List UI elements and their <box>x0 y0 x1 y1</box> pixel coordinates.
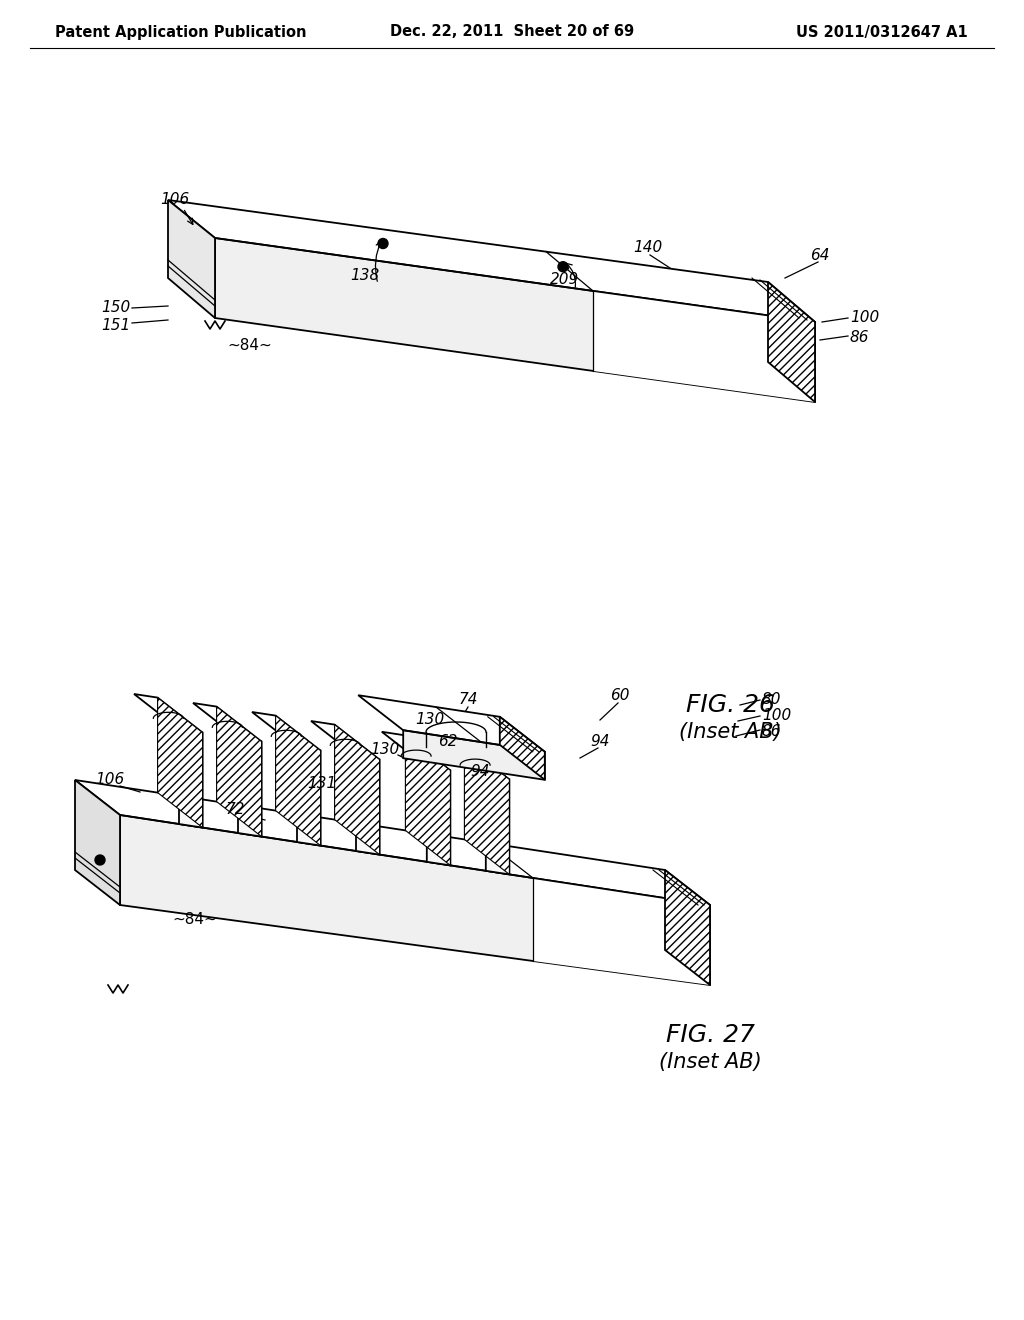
Text: 80: 80 <box>762 693 781 708</box>
Polygon shape <box>275 715 321 846</box>
Polygon shape <box>252 711 321 751</box>
Polygon shape <box>168 201 593 290</box>
Polygon shape <box>488 843 710 906</box>
Polygon shape <box>75 780 534 878</box>
Text: (Inset AB): (Inset AB) <box>658 1052 762 1072</box>
Polygon shape <box>500 717 545 780</box>
Text: US 2011/0312647 A1: US 2011/0312647 A1 <box>797 25 968 40</box>
Text: ~84~: ~84~ <box>227 338 272 352</box>
Polygon shape <box>440 741 509 779</box>
Polygon shape <box>436 708 545 752</box>
Polygon shape <box>75 780 120 906</box>
Polygon shape <box>335 725 380 854</box>
Polygon shape <box>120 814 710 985</box>
Polygon shape <box>593 290 815 403</box>
Polygon shape <box>534 878 710 985</box>
Polygon shape <box>297 747 321 846</box>
Text: 150: 150 <box>100 301 130 315</box>
Polygon shape <box>768 282 815 403</box>
Text: 86: 86 <box>850 330 869 346</box>
Text: 140: 140 <box>634 240 663 256</box>
Text: 209: 209 <box>550 272 580 288</box>
Text: Patent Application Publication: Patent Application Publication <box>55 25 306 40</box>
Polygon shape <box>215 238 815 403</box>
Polygon shape <box>427 767 451 866</box>
Text: 94: 94 <box>470 764 489 780</box>
Polygon shape <box>485 776 509 874</box>
Text: 106: 106 <box>95 772 125 788</box>
Text: 100: 100 <box>850 310 880 326</box>
Polygon shape <box>358 696 481 742</box>
Polygon shape <box>406 735 451 866</box>
Polygon shape <box>168 201 215 318</box>
Circle shape <box>558 261 568 272</box>
Text: 131: 131 <box>307 776 337 792</box>
Text: FIG. 27: FIG. 27 <box>666 1023 755 1047</box>
Text: 72: 72 <box>225 803 245 817</box>
Text: 100: 100 <box>762 709 792 723</box>
Polygon shape <box>179 729 203 828</box>
Text: 60: 60 <box>610 688 630 702</box>
Polygon shape <box>403 730 545 780</box>
Text: 130: 130 <box>416 713 444 727</box>
Polygon shape <box>465 744 509 874</box>
Polygon shape <box>217 706 261 837</box>
Polygon shape <box>356 756 380 854</box>
Text: (Inset AB): (Inset AB) <box>679 722 781 742</box>
Text: 151: 151 <box>100 318 130 333</box>
Text: Dec. 22, 2011  Sheet 20 of 69: Dec. 22, 2011 Sheet 20 of 69 <box>390 25 634 40</box>
Text: 106: 106 <box>161 193 189 207</box>
Polygon shape <box>193 704 261 742</box>
Text: 86: 86 <box>762 725 781 739</box>
Circle shape <box>95 855 105 865</box>
Polygon shape <box>546 252 815 322</box>
Text: 130: 130 <box>371 742 399 758</box>
Polygon shape <box>238 738 261 837</box>
Polygon shape <box>665 870 710 985</box>
Text: 64: 64 <box>810 248 829 263</box>
Polygon shape <box>311 721 380 759</box>
Text: 138: 138 <box>350 268 380 282</box>
Text: 74: 74 <box>459 693 478 708</box>
Text: ~84~: ~84~ <box>173 912 217 928</box>
Text: 62: 62 <box>438 734 458 750</box>
Circle shape <box>378 239 388 248</box>
Polygon shape <box>158 697 203 828</box>
Polygon shape <box>134 694 203 733</box>
Text: FIG. 26: FIG. 26 <box>685 693 774 717</box>
Polygon shape <box>382 731 451 771</box>
Text: 94: 94 <box>590 734 609 750</box>
